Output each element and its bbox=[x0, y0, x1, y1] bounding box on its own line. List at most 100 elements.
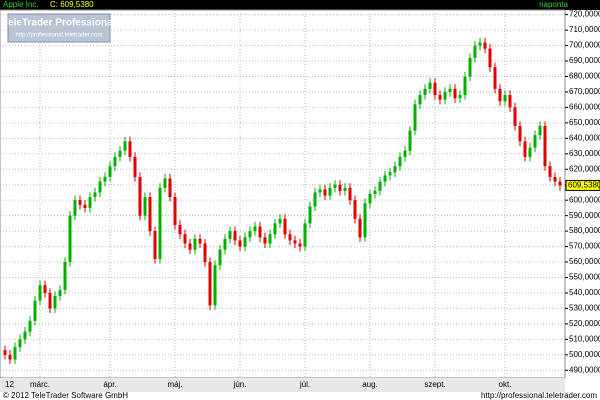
candle-body bbox=[63, 262, 67, 290]
candle-body bbox=[198, 238, 202, 244]
candle-body bbox=[348, 187, 352, 201]
candle-body bbox=[543, 125, 547, 167]
candle-body bbox=[273, 223, 277, 235]
y-tick-label: 490,0000 bbox=[569, 365, 600, 374]
candle-body bbox=[233, 231, 237, 241]
candle-body bbox=[548, 166, 552, 177]
candle-body bbox=[268, 234, 272, 244]
y-tick-label: 700,0000 bbox=[569, 41, 600, 50]
candle-body bbox=[378, 181, 382, 191]
x-tick-label: máj. bbox=[167, 380, 182, 389]
candle-body bbox=[483, 42, 487, 49]
x-tick-label: ápr. bbox=[103, 380, 116, 389]
candle-body bbox=[428, 82, 432, 89]
x-axis-band bbox=[0, 378, 565, 392]
candle-body bbox=[328, 187, 332, 196]
y-tick-label: 690,0000 bbox=[569, 56, 600, 65]
candle-body bbox=[113, 156, 117, 167]
candle-body bbox=[528, 147, 532, 157]
candle-body bbox=[173, 197, 177, 225]
y-tick-label: 560,0000 bbox=[569, 257, 600, 266]
y-tick-label: 570,0000 bbox=[569, 242, 600, 251]
y-tick-label: 640,0000 bbox=[569, 133, 600, 142]
candle-body bbox=[283, 218, 287, 235]
header-bar bbox=[0, 0, 600, 10]
x-tick-label: szept. bbox=[424, 380, 445, 389]
candle-body bbox=[13, 347, 17, 360]
candle-body bbox=[373, 190, 377, 194]
candle-body bbox=[278, 218, 282, 224]
candle-body bbox=[128, 141, 132, 157]
candle-body bbox=[73, 200, 77, 216]
candle-body bbox=[333, 184, 337, 188]
candle-body bbox=[463, 76, 467, 96]
candle-body bbox=[508, 95, 512, 108]
candle-body bbox=[363, 203, 367, 238]
candle-body bbox=[303, 223, 307, 247]
candle-body bbox=[123, 141, 127, 151]
candle-body bbox=[558, 181, 562, 186]
candle-body bbox=[103, 176, 107, 182]
candle-body bbox=[473, 45, 477, 58]
x-tick-label: aug. bbox=[362, 380, 378, 389]
plot-area bbox=[0, 9, 566, 379]
candle-body bbox=[523, 141, 527, 157]
candle-body bbox=[343, 187, 347, 191]
candle-body bbox=[368, 194, 372, 204]
candle-body bbox=[293, 240, 297, 244]
footer-url: http://professional.teletrader.com bbox=[481, 391, 597, 400]
candle-body bbox=[93, 192, 97, 198]
candle-body bbox=[88, 197, 92, 208]
candle-body bbox=[553, 176, 557, 182]
candle-body bbox=[178, 224, 182, 235]
candle-body bbox=[43, 285, 47, 293]
candle-body bbox=[493, 67, 497, 89]
candle-body bbox=[118, 150, 122, 157]
candle-body bbox=[518, 125, 522, 142]
candle-body bbox=[108, 166, 112, 177]
candle-body bbox=[403, 150, 407, 157]
candle-body bbox=[168, 178, 172, 198]
candle-body bbox=[458, 95, 462, 99]
candle-body bbox=[338, 184, 342, 191]
candle-body bbox=[438, 95, 442, 100]
candle-body bbox=[533, 135, 537, 148]
y-tick-label: 520,0000 bbox=[569, 319, 600, 328]
candle-body bbox=[318, 189, 322, 193]
y-tick-label: 620,0000 bbox=[569, 164, 600, 173]
candle-body bbox=[313, 192, 317, 207]
candle-body bbox=[323, 189, 327, 196]
logo-box bbox=[7, 13, 111, 43]
candle-body bbox=[498, 88, 502, 102]
close-price: C: 609,5380 bbox=[50, 0, 94, 9]
candle-body bbox=[468, 57, 472, 77]
candle-body bbox=[38, 285, 42, 301]
candle-body bbox=[453, 88, 457, 99]
candle-body bbox=[243, 237, 247, 247]
candle-body bbox=[513, 107, 517, 126]
x-tick-label: júl. bbox=[299, 380, 310, 389]
candle-body bbox=[253, 226, 257, 232]
y-tick-label: 540,0000 bbox=[569, 288, 600, 297]
last-price-label: 609,5380 bbox=[568, 181, 600, 190]
candle-body bbox=[183, 234, 187, 244]
candle-body bbox=[58, 289, 62, 297]
candle-body bbox=[223, 238, 227, 250]
candle-body bbox=[98, 181, 102, 193]
candle-body bbox=[258, 226, 262, 238]
candle-body bbox=[308, 206, 312, 224]
candle-body bbox=[538, 125, 542, 136]
interval: naponta bbox=[539, 0, 568, 9]
candle-body bbox=[18, 339, 22, 348]
candle-body bbox=[218, 249, 222, 266]
candle-body bbox=[488, 48, 492, 68]
candle-body bbox=[213, 265, 217, 306]
candle-body bbox=[83, 204, 87, 208]
y-tick-label: 550,0000 bbox=[569, 273, 600, 282]
candle-body bbox=[148, 197, 152, 232]
candle-body bbox=[288, 234, 292, 241]
candle-body bbox=[163, 178, 167, 188]
candle-body bbox=[68, 215, 72, 263]
candle-body bbox=[388, 172, 392, 176]
